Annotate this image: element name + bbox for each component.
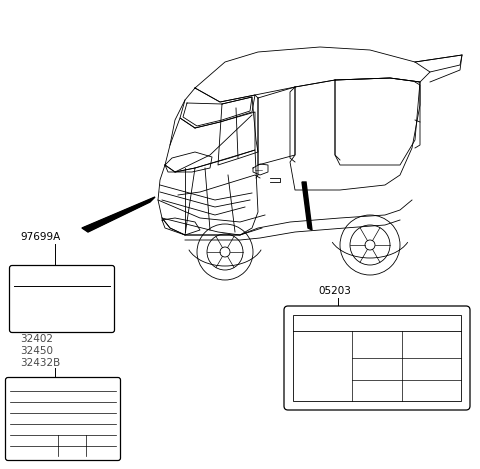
Text: 97699A: 97699A [20,232,60,242]
Text: 05203: 05203 [318,286,351,296]
FancyBboxPatch shape [10,265,115,333]
Polygon shape [302,182,312,230]
Bar [293,315,461,401]
FancyBboxPatch shape [284,306,470,410]
Text: 32402: 32402 [20,334,53,344]
FancyBboxPatch shape [5,378,120,461]
Polygon shape [82,197,155,232]
Text: 32432B: 32432B [20,358,60,368]
Text: 32450: 32450 [20,346,53,356]
